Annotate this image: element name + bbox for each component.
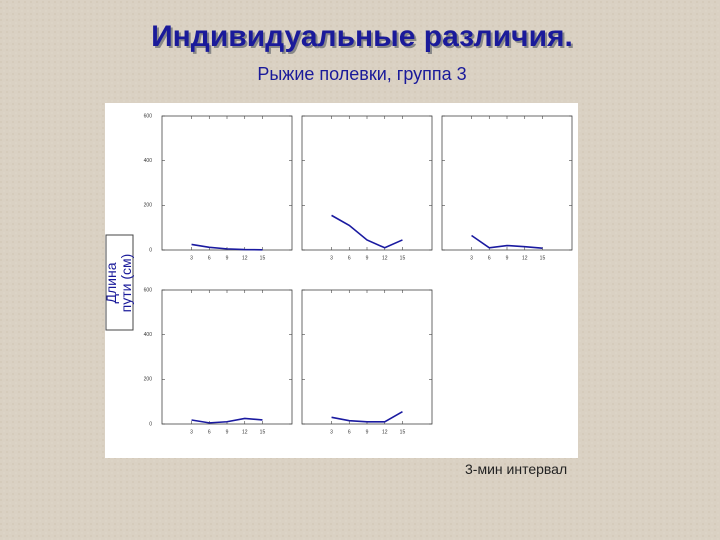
x-tick-label: 3 <box>470 255 473 261</box>
y-tick-label: 600 <box>144 113 153 119</box>
subtitle: Рыжие полевки, группа 3 <box>257 64 466 84</box>
x-tick-label: 3 <box>330 429 333 435</box>
x-tick-label: 15 <box>400 255 406 261</box>
line <box>331 411 403 423</box>
x-tick-label: 12 <box>522 255 528 261</box>
x-tick-label: 6 <box>348 255 351 261</box>
x-tick-label: 12 <box>382 255 388 261</box>
x-tick-label: 6 <box>208 429 211 435</box>
x-tick-label: 9 <box>366 255 369 261</box>
x-tick-label: 3 <box>330 255 333 261</box>
line <box>331 214 403 249</box>
x-tick-label: 15 <box>400 429 406 435</box>
charts: 0 200 400 600 3 6 9 12 15 3 6 9 12 15 3 6 9 12 15 0 200 400 60… <box>144 113 573 435</box>
x-tick-label: 12 <box>382 429 388 435</box>
y-tick-label: 200 <box>144 377 153 383</box>
x-axis-label: 3-мин интервал <box>465 461 567 477</box>
line <box>191 417 263 424</box>
y-tick-label: 600 <box>144 287 153 293</box>
x-tick-label: 9 <box>226 255 229 261</box>
title: Индивидуальные различия. <box>151 20 573 53</box>
y-label-box <box>105 234 134 331</box>
x-tick-label: 9 <box>226 429 229 435</box>
y-tick-label: 0 <box>149 421 152 427</box>
x-tick-label: 9 <box>366 429 369 435</box>
x-tick-label: 12 <box>242 255 248 261</box>
x-tick-label: 6 <box>208 255 211 261</box>
line <box>471 234 543 250</box>
x-tick-label: 9 <box>506 255 509 261</box>
x-tick-label: 6 <box>488 255 491 261</box>
title-shadow: Индивидуальные различия. <box>153 22 575 55</box>
x-tick-label: 3 <box>190 429 193 435</box>
y-tick-label: 200 <box>144 203 153 209</box>
x-tick-label: 15 <box>260 429 266 435</box>
line <box>191 243 263 251</box>
x-tick-label: 3 <box>190 255 193 261</box>
y-tick-label: 0 <box>149 247 152 253</box>
y-label-line: пути (см) <box>118 254 134 313</box>
x-tick-label: 6 <box>348 429 351 435</box>
x-tick-label: 15 <box>260 255 266 261</box>
y-label-line: Длина <box>103 262 119 303</box>
y-tick-label: 400 <box>144 332 153 338</box>
chart-area <box>105 103 578 458</box>
x-tick-label: 12 <box>242 429 248 435</box>
x-tick-label: 15 <box>540 255 546 261</box>
y-tick-label: 400 <box>144 158 153 164</box>
y-axis-label: Длинапути (см) <box>103 254 134 313</box>
